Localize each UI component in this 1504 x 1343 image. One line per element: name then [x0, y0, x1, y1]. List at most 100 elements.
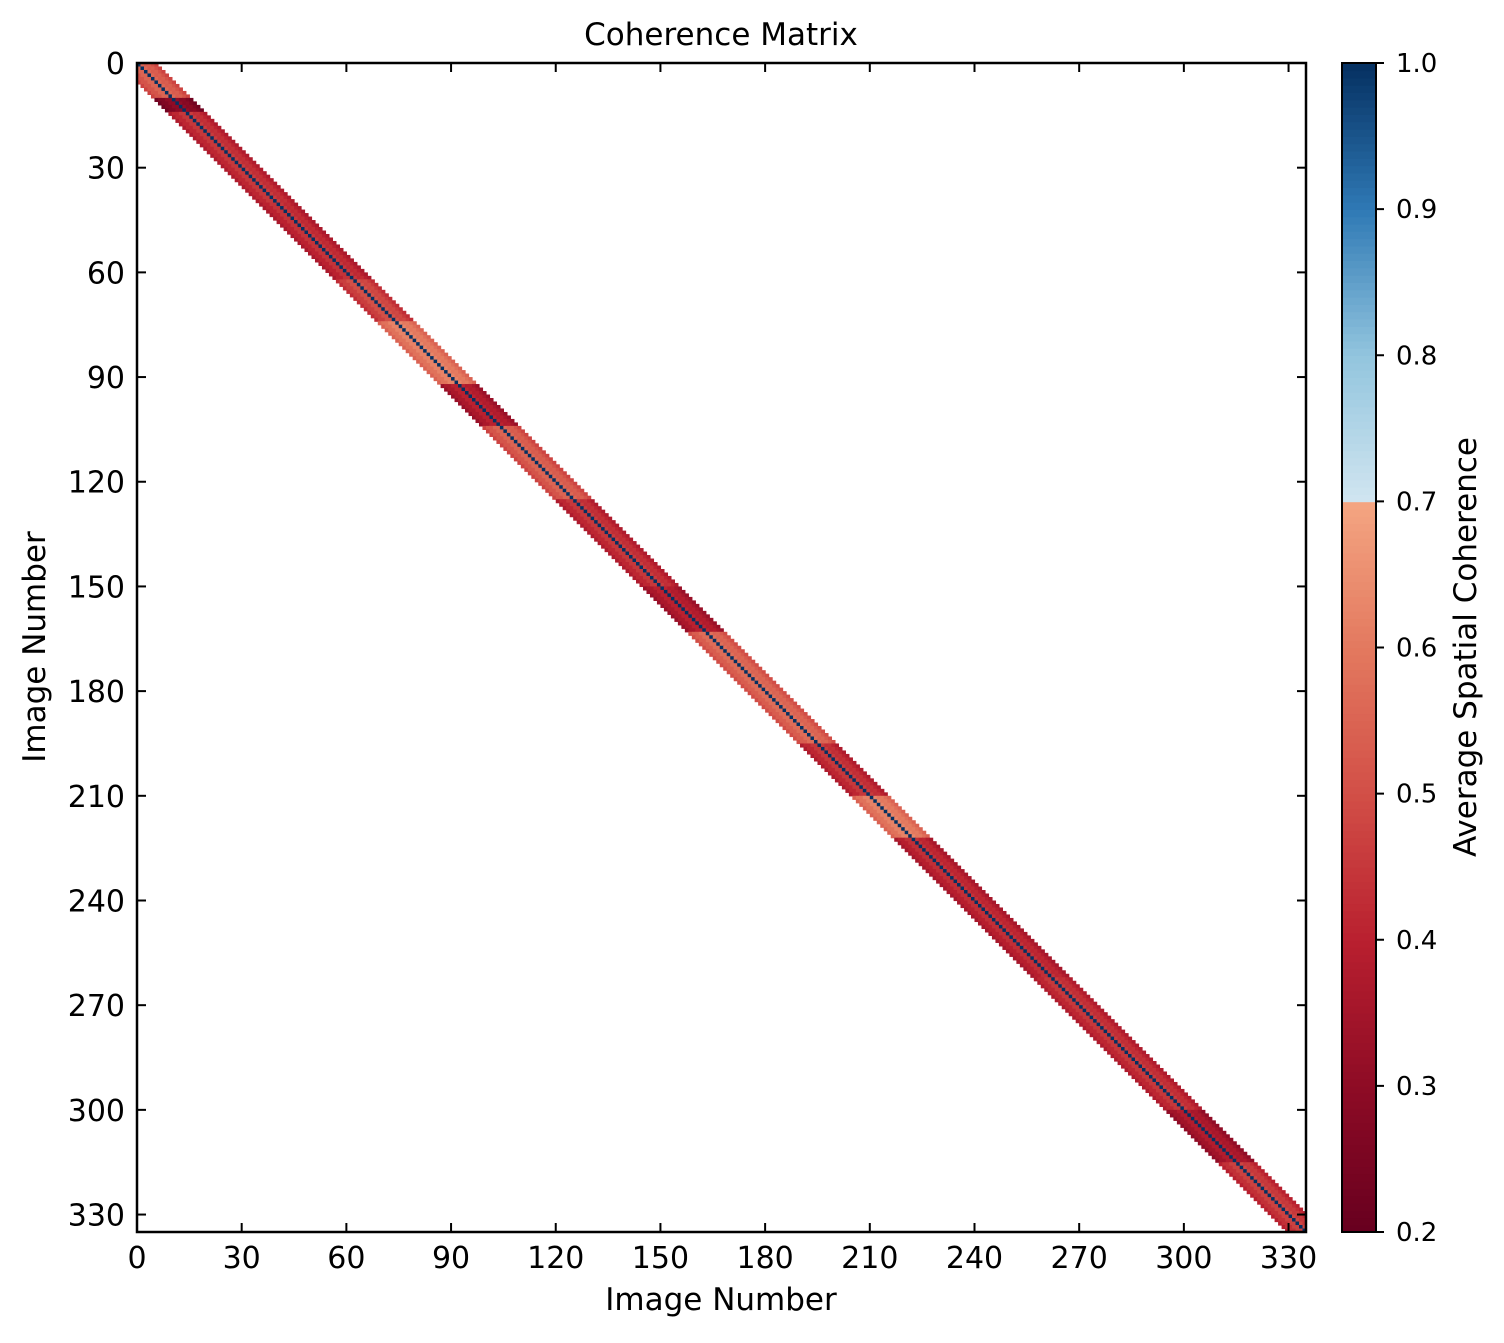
heatmap-cell — [936, 858, 941, 863]
heatmap-cell — [653, 575, 658, 581]
heatmap-cell — [182, 125, 187, 130]
heatmap-cell — [1232, 1158, 1237, 1163]
heatmap-cell — [580, 509, 585, 514]
heatmap-cell — [1201, 1120, 1206, 1125]
heatmap-cell — [1030, 949, 1035, 954]
heatmap-cell — [880, 802, 885, 807]
heatmap-cell — [1204, 1130, 1209, 1135]
heatmap-cell — [1009, 952, 1014, 957]
heatmap-cell — [939, 855, 944, 860]
heatmap-cell — [1295, 1207, 1300, 1212]
heatmap-cell — [360, 275, 365, 280]
colorbar-segment — [1342, 954, 1376, 963]
heatmap-cell — [1215, 1155, 1220, 1160]
heatmap-cell — [580, 506, 585, 511]
heatmap-cell — [733, 677, 738, 682]
heatmap-cell — [489, 398, 494, 403]
heatmap-cell — [649, 565, 655, 570]
heatmap-cell — [287, 195, 292, 200]
colorbar-segment — [1342, 464, 1376, 473]
heatmap-cell — [845, 785, 850, 790]
heatmap-cell — [1030, 942, 1035, 947]
heatmap-cell — [419, 331, 424, 336]
heatmap-cell — [1169, 1102, 1174, 1107]
heatmap-cell — [1002, 945, 1007, 950]
heatmap-cell — [663, 589, 669, 595]
heatmap-cell — [1044, 963, 1049, 968]
colorbar-segment — [1342, 925, 1376, 934]
heatmap-cell — [266, 181, 271, 186]
heatmap-cell — [580, 523, 585, 528]
colorbar-segment — [1342, 333, 1376, 342]
heatmap-cell — [1128, 1071, 1133, 1076]
heatmap-cell — [1229, 1165, 1234, 1170]
heatmap-cell — [1236, 1151, 1241, 1156]
heatmap-cell — [566, 492, 571, 497]
heatmap-cell — [1253, 1172, 1258, 1177]
heatmap-cell — [709, 631, 714, 636]
heatmap-cell — [496, 415, 501, 420]
heatmap-cell — [541, 453, 546, 458]
heatmap-cell — [203, 125, 208, 130]
heatmap-cell — [960, 872, 965, 877]
heatmap-cell — [950, 893, 955, 898]
heatmap-cell — [430, 345, 435, 350]
heatmap-cell — [297, 240, 302, 246]
heatmap-cell — [454, 380, 459, 385]
heatmap-cell — [196, 125, 201, 130]
heatmap-cell — [608, 544, 613, 549]
heatmap-cell — [416, 338, 421, 343]
heatmap-cell — [454, 398, 459, 403]
heatmap-cell — [911, 823, 916, 828]
heatmap-cell — [1054, 966, 1059, 971]
heatmap-cell — [684, 607, 689, 612]
heatmap-cell — [259, 171, 264, 176]
heatmap-cell — [1096, 1012, 1101, 1017]
heatmap-cell — [754, 691, 759, 696]
heatmap-cell — [817, 753, 822, 759]
y-tick-label: 210 — [68, 780, 125, 815]
heatmap-cell — [1082, 991, 1087, 996]
heatmap-cell — [1016, 942, 1021, 947]
heatmap-cell — [538, 460, 543, 465]
heatmap-cell — [698, 638, 703, 643]
heatmap-cell — [660, 575, 665, 581]
heatmap-cell — [1152, 1092, 1157, 1097]
heatmap-cell — [967, 907, 972, 912]
heatmap-cell — [1117, 1043, 1122, 1048]
heatmap-cell — [611, 527, 616, 532]
colorbar-segment — [1342, 413, 1376, 422]
heatmap-cell — [349, 289, 354, 294]
heatmap-cell — [248, 188, 253, 193]
heatmap-cell — [290, 209, 295, 214]
heatmap-cell — [974, 910, 979, 916]
heatmap-cell — [936, 851, 941, 856]
heatmap-cell — [1124, 1033, 1129, 1038]
heatmap-cell — [520, 457, 525, 462]
heatmap-cell — [674, 607, 679, 612]
heatmap-cell — [824, 746, 829, 752]
heatmap-cell — [1302, 1214, 1307, 1219]
heatmap-cell — [1117, 1050, 1122, 1055]
heatmap-cell — [353, 261, 358, 266]
heatmap-cell — [1019, 952, 1024, 957]
heatmap-cell — [1023, 935, 1028, 940]
heatmap-cell — [943, 869, 948, 874]
heatmap-cell — [820, 732, 826, 738]
heatmap-cell — [290, 202, 295, 207]
heatmap-cell — [311, 244, 316, 249]
colorbar-segment — [1342, 625, 1376, 634]
heatmap-cell — [1236, 1179, 1241, 1184]
heatmap-cell — [1124, 1057, 1129, 1062]
heatmap-cell — [590, 513, 595, 518]
heatmap-cell — [890, 813, 895, 818]
heatmap-cell — [248, 157, 253, 162]
colorbar-segment — [1342, 888, 1376, 897]
heatmap-cell — [803, 726, 808, 731]
heatmap-cell — [813, 726, 819, 731]
heatmap-cell — [1141, 1067, 1147, 1073]
heatmap-cell — [304, 220, 309, 225]
heatmap-cell — [670, 589, 675, 595]
heatmap-cell — [318, 244, 323, 249]
heatmap-cell — [754, 684, 759, 689]
